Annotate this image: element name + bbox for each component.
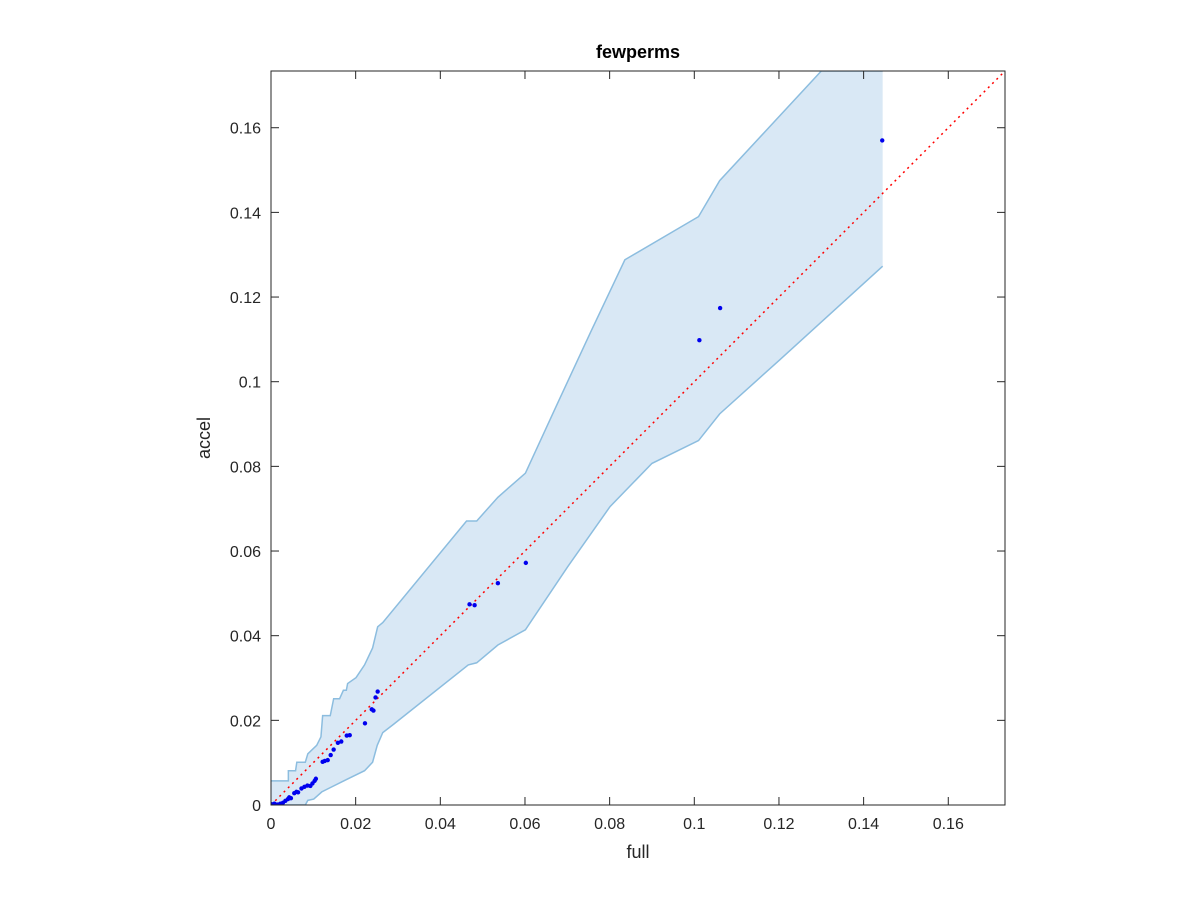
data-point xyxy=(328,752,333,758)
data-point xyxy=(472,603,477,608)
y-tick-label: 0.16 xyxy=(230,121,261,138)
data-point xyxy=(335,740,341,745)
y-tick-label: 0.12 xyxy=(230,290,261,307)
data-point xyxy=(697,338,702,343)
data-point xyxy=(325,757,330,763)
x-tick-label: 0 xyxy=(267,816,276,833)
x-tick-label: 0.04 xyxy=(425,816,456,833)
data-point xyxy=(495,580,501,586)
y-axis-label: accel xyxy=(194,417,214,459)
y-tick-label: 0.08 xyxy=(230,459,261,476)
data-point xyxy=(523,560,529,566)
y-tick-label: 0.04 xyxy=(230,629,261,646)
data-point xyxy=(313,776,319,781)
band-lower-edge xyxy=(271,265,884,805)
data-point xyxy=(295,790,301,795)
x-tick-label: 0.1 xyxy=(683,816,705,833)
y-tick-label: 0.02 xyxy=(230,713,261,730)
data-point xyxy=(347,732,352,738)
x-tick-label: 0.02 xyxy=(340,816,371,833)
x-tick-label: 0.06 xyxy=(509,816,540,833)
axes-box xyxy=(270,70,1006,806)
x-tick-label: 0.08 xyxy=(594,816,625,833)
data-point xyxy=(288,796,294,801)
identity-line xyxy=(271,71,1005,805)
data-point xyxy=(331,747,336,752)
x-tick-label: 0.12 xyxy=(763,816,794,833)
data-point xyxy=(339,739,344,744)
data-point xyxy=(880,138,885,143)
x-tick-label: 0.14 xyxy=(848,816,879,833)
plot-area xyxy=(271,71,1005,805)
x-tick-label: 0.16 xyxy=(933,816,964,833)
chart-title: fewperms xyxy=(596,42,680,62)
confidence-band xyxy=(271,71,883,805)
data-point xyxy=(362,721,368,726)
data-point xyxy=(717,305,723,311)
tick-labels: 0 0.02 0.04 0.06 0.08 0.1 0.12 0.14 0.16 0 0.02 0.0… xyxy=(230,121,964,833)
data-point xyxy=(467,602,472,607)
y-tick-label: 0.06 xyxy=(230,544,261,561)
y-tick-label: 0 xyxy=(252,798,261,815)
data-point xyxy=(373,695,378,700)
y-tick-label: 0.1 xyxy=(239,375,261,392)
axes xyxy=(270,70,1006,806)
x-axis-label: full xyxy=(626,842,649,862)
band-upper-edge xyxy=(271,71,883,782)
y-tick-label: 0.14 xyxy=(230,205,261,222)
data-point xyxy=(375,689,380,694)
data-point xyxy=(371,708,376,713)
